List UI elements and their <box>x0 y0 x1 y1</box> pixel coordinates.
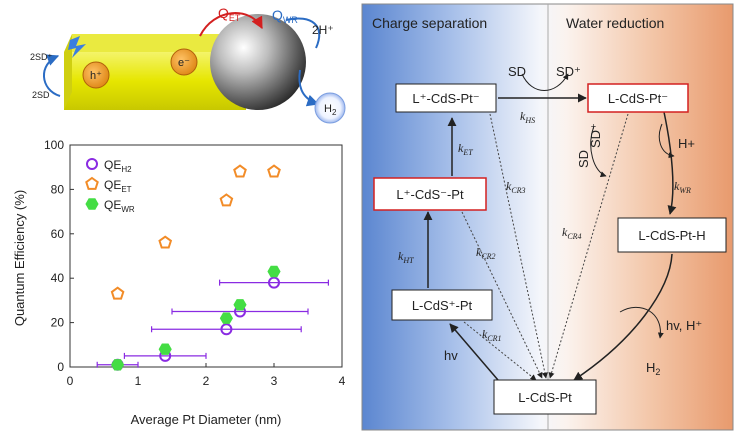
q-et-arrow <box>199 12 263 37</box>
proton-label: 2H⁺ <box>312 23 334 37</box>
sd-side-label: SD <box>576 150 591 168</box>
point-qe-et <box>267 164 281 178</box>
state-box-n1: L⁺-CdS-Pt⁻ <box>395 83 497 113</box>
legend-label-qe-et: QEET <box>104 178 132 194</box>
state-n1-label: L⁺-CdS-Pt⁻ <box>412 91 479 106</box>
mechanism-panel: Charge separation Water reduction <box>361 3 734 431</box>
point-qe-wr <box>267 265 281 278</box>
electron-particle: e⁻ <box>170 48 198 76</box>
state-box-n6: L-CdS-Pt <box>493 379 597 415</box>
x-axis-label: Average Pt Diameter (nm) <box>131 412 282 427</box>
h-plus-label: H+ <box>678 136 695 151</box>
point-qe-et <box>233 164 247 178</box>
cds-nanorod <box>70 34 248 52</box>
legend-label-qe-wr: QEWR <box>104 198 135 214</box>
k-cr2-label: kCR2 <box>476 245 496 261</box>
pt-nanoparticle <box>210 14 306 110</box>
y-tick-label: 40 <box>51 271 65 285</box>
y-axis-label: Quantum Efficiency (%) <box>12 190 27 326</box>
k-et-label: kET <box>458 141 473 157</box>
hv-label: hv <box>444 348 458 363</box>
qe-chart: 0 20 40 60 80 100 0 1 2 3 4 Quantum Efficiency (%… <box>12 138 346 427</box>
state-box-n2: L-CdS-Pt⁻ <box>587 83 689 113</box>
y-tick-label: 0 <box>57 360 64 374</box>
point-qe-wr <box>158 343 172 355</box>
point-qe-wr <box>233 299 247 311</box>
header-charge-separation: Charge separation <box>372 15 487 31</box>
x-tick-label: 3 <box>271 374 278 388</box>
legend-marker-qe-h2 <box>86 158 98 170</box>
x-tick-label: 0 <box>67 374 74 388</box>
k-cr3-label: kCR3 <box>506 179 526 195</box>
state-n5-label: L-CdS-Pt-H <box>638 228 705 243</box>
q-wr-label: QWR <box>272 7 298 25</box>
h2-product-label: H2 <box>646 360 660 377</box>
state-n3-label: L⁺-CdS⁻-Pt <box>396 187 464 202</box>
state-box-n5: L-CdS-Pt-H <box>617 217 727 253</box>
y-ticks: 0 20 40 60 80 100 <box>44 138 74 374</box>
point-qe-et <box>158 235 173 249</box>
k-hs-label: kHS <box>520 109 535 125</box>
y-tick-label: 100 <box>44 138 64 152</box>
point-qe-et <box>110 286 125 300</box>
x-tick-label: 4 <box>339 374 346 388</box>
state-n6-label: L-CdS-Pt <box>518 390 572 405</box>
point-qe-wr <box>219 312 233 324</box>
point-qe-wr <box>111 359 125 371</box>
sd-product-label: SD⁺ <box>556 64 581 79</box>
lightning-icon <box>68 36 86 58</box>
k-cr1-label: kCR1 <box>482 327 502 343</box>
state-n4-label: L-CdS⁺-Pt <box>412 298 473 313</box>
k-ht-label: kHT <box>398 249 414 265</box>
sd-label: 2SD <box>32 90 50 100</box>
y-tick-label: 60 <box>51 227 65 241</box>
q-et-label: QET <box>218 5 241 23</box>
point-qe-h2 <box>220 323 233 336</box>
sd-plus-side-label: SD⁺ <box>588 123 603 148</box>
hole-label: h⁺ <box>90 70 102 82</box>
h2-bubble <box>314 92 346 124</box>
k-cr4-label: kCR4 <box>562 225 582 241</box>
h2-bubble-label: H2 <box>324 103 337 117</box>
state-box-n3: L⁺-CdS⁻-Pt <box>373 177 487 211</box>
hole-particle: h⁺ <box>82 61 110 89</box>
nanorod-schematic: h⁺ e⁻ 2SD⁺ 2SD QET QWR 2H⁺ H2 <box>30 5 346 124</box>
data-points <box>110 164 281 371</box>
point-qe-h2 <box>268 276 280 289</box>
y-tick-label: 80 <box>51 182 65 196</box>
sd-plus-label: 2SD⁺ <box>30 52 53 62</box>
legend-label-qe-h2: QEH2 <box>104 158 132 174</box>
error-bars <box>96 279 329 368</box>
x-tick-label: 1 <box>135 374 142 388</box>
header-water-reduction: Water reduction <box>566 15 664 31</box>
k-wr-label: kWR <box>674 179 691 195</box>
q-wr-arrow <box>285 17 321 49</box>
legend-marker-qe-et <box>85 176 99 190</box>
chart-legend: QEH2 QEET QEWR <box>85 158 135 214</box>
electron-label: e⁻ <box>178 57 190 69</box>
reaction-arrows <box>423 73 677 381</box>
state-n2-label: L-CdS-Pt⁻ <box>608 91 668 106</box>
hv-h-plus-label: hv, H⁺ <box>666 318 702 333</box>
point-qe-et <box>219 193 234 207</box>
y-tick-label: 20 <box>51 316 65 330</box>
legend-marker-qe-wr <box>85 198 99 210</box>
sd-oxidation-arrow <box>43 54 61 97</box>
state-box-n4: L-CdS⁺-Pt <box>391 289 493 321</box>
sd-reactant-label: SD <box>508 64 526 79</box>
x-tick-label: 2 <box>203 374 210 388</box>
